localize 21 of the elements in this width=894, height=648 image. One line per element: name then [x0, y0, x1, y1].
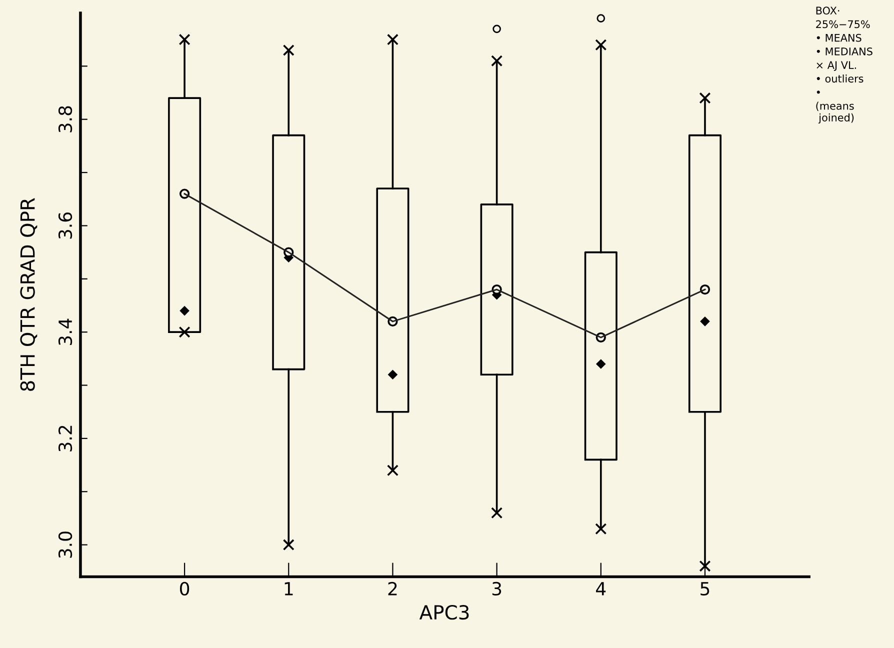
text: (means joined) — [816, 102, 854, 124]
text: 25%−75% — [816, 20, 870, 28]
text: • MEDIANS — [816, 47, 872, 56]
y-tick-label: 3.0 — [58, 532, 72, 558]
x-tick-label: 0 — [180, 582, 190, 596]
y-tick-label: 3.6 — [58, 212, 72, 239]
text: • — [816, 90, 820, 94]
text: • MEANS — [816, 34, 862, 42]
x-tick-label: 4 — [596, 582, 606, 596]
y-tick-label: 3.8 — [58, 106, 72, 132]
x-tick-label: 5 — [700, 582, 710, 596]
y-axis-title: 8TH QTR GRAD QPR — [20, 198, 38, 391]
x-tick-label: 1 — [284, 582, 293, 596]
text: × AJ VL. — [816, 61, 856, 71]
text: • outliers — [816, 74, 864, 83]
x-tick-label: 3 — [492, 582, 502, 596]
x-tick-label: 2 — [388, 582, 397, 596]
x-axis-title: APC3 — [419, 604, 469, 620]
y-tick-label: 3.2 — [58, 426, 72, 452]
text: BOX· — [816, 6, 840, 15]
y-tick-label: 3.4 — [58, 318, 72, 346]
